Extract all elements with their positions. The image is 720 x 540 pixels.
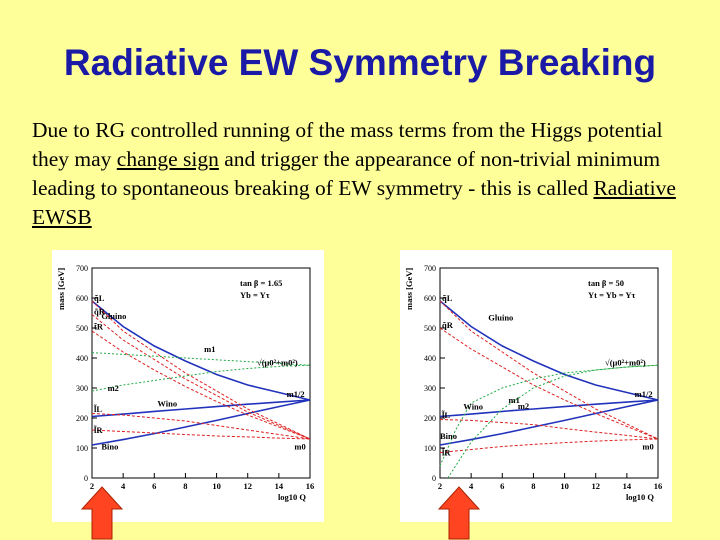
right-series-line [439,300,659,401]
left-series-line [91,364,311,392]
left-annotation: m0 [294,442,305,452]
right-annotation: Wino [463,402,483,412]
left-y-tick-label: 500 [76,324,88,333]
left-x-tick-label: 2 [90,481,94,491]
left-annotation: q̃R [94,307,106,317]
right-annotation: m2 [518,401,529,411]
left-y-axis-label: mass [GeV] [56,268,66,310]
right-y-axis-label: mass [GeV] [404,268,414,310]
left-x-tick-label: 14 [275,481,284,491]
right-annotation: Gluino [488,313,513,323]
left-x-tick-label: 16 [306,481,315,491]
left-y-tick-label: 300 [76,384,88,393]
left-param-label: Yb = Yτ [240,290,270,300]
right-series-line [439,364,659,467]
right-y-tick-label: 400 [424,354,436,363]
right-mass-running-chart: 0 100 200 300 400 500 600 700 2 4 6 8 10 12 14 16 mass [… [404,264,663,502]
left-series-line [91,429,311,440]
left-y-tick-label: 400 [76,354,88,363]
left-annotation: Gluino [101,311,126,321]
right-y-tick-label: 100 [424,444,436,453]
left-annotation: q̃L [94,293,105,303]
right-annotation: m1/2 [635,389,653,399]
left-up-arrow-icon [80,486,124,540]
right-series-line [447,364,659,479]
left-series-line [91,399,311,446]
right-annotation: q̃R [442,320,454,330]
slide-body-text: Due to RG controlled running of the mass… [32,116,692,232]
right-annotation: √(μ0²+m0²) [605,358,646,368]
right-annotation: m1 [509,395,520,405]
right-x-tick-label: 10 [560,481,569,491]
body-text-part-2: and trigger the appearance of non-trivia… [32,147,661,200]
left-annotation: Wino [157,399,177,409]
left-y-tick-label: 0 [84,474,88,483]
slide-title: Radiative EW Symmetry Breaking [63,42,657,83]
left-annotation: t̃R [94,322,104,332]
left-series-line [91,300,311,401]
right-series-line [439,327,659,440]
left-series-line [91,314,311,440]
right-x-tick-label: 6 [500,481,504,491]
right-y-tick-label: 300 [424,384,436,393]
right-annotation: Bino [440,431,457,441]
right-param-label: Yt = Yb = Yτ [588,290,636,300]
right-x-tick-label: 16 [654,481,663,491]
right-series-line [439,300,659,440]
right-series-line [439,399,659,446]
left-y-tick-label: 600 [76,294,88,303]
right-annotation: l̃L [442,409,451,420]
right-series-line [439,419,659,440]
underlined-change-sign: change sign [116,147,219,171]
left-annotation: l̃R [94,424,104,435]
right-annotation: q̃L [442,293,453,303]
left-y-tick-label: 200 [76,414,88,423]
right-x-tick-label: 8 [531,481,535,491]
right-x-axis-label: log10 Q [626,492,654,502]
left-annotation: m2 [108,383,119,393]
right-annotation: l̃R [442,447,452,458]
right-up-arrow-icon [437,486,481,540]
right-y-tick-label: 500 [424,324,436,333]
left-param-label: tan β = 1.65 [240,278,282,288]
underlined-radiative-ewsb: Radiative EWSB [32,176,676,229]
right-plot-panel: 0 100 200 300 400 500 600 700 2 4 6 8 10 12 14 16 mass [… [400,250,672,522]
left-series-line [91,352,311,366]
left-y-tick-label: 700 [76,264,88,273]
right-x-tick-label: 2 [438,481,442,491]
left-plot-frame [91,267,311,479]
left-x-tick-label: 4 [121,481,126,491]
right-plot-frame [439,267,659,479]
right-y-tick-label: 700 [424,264,436,273]
left-x-axis-label: log10 Q [278,492,306,502]
left-mass-running-chart: 0 100 200 300 400 500 600 700 2 4 6 8 10 12 14 16 mass [… [56,264,315,502]
left-x-tick-label: 12 [243,481,252,491]
left-series-line [91,300,311,440]
right-x-tick-label: 12 [591,481,600,491]
left-annotation: Bino [101,442,118,452]
right-series-line [439,399,659,418]
left-plot-panel: 0 100 200 300 400 500 600 700 2 4 6 8 10 12 14 16 mass [… [52,250,324,522]
right-x-tick-label: 4 [469,481,474,491]
right-x-tick-label: 14 [623,481,632,491]
left-series-line [91,399,311,418]
left-x-tick-label: 10 [212,481,221,491]
left-series-line [91,413,311,440]
left-x-tick-label: 6 [152,481,156,491]
left-series-line [91,330,311,440]
right-param-label: tan β = 50 [588,278,624,288]
left-x-tick-label: 8 [183,481,187,491]
right-y-tick-label: 600 [424,294,436,303]
left-annotation: m1/2 [287,389,305,399]
right-annotation: m0 [642,442,653,452]
left-annotation: l̃L [94,403,103,414]
right-y-tick-label: 200 [424,414,436,423]
right-y-tick-label: 0 [432,474,436,483]
body-text-part-1: Due to RG controlled running of the mass… [32,118,663,171]
left-annotation: m1 [204,344,215,354]
left-y-tick-label: 100 [76,444,88,453]
left-annotation: √(μ0²+m0²) [257,358,298,368]
right-series-line [439,438,659,453]
